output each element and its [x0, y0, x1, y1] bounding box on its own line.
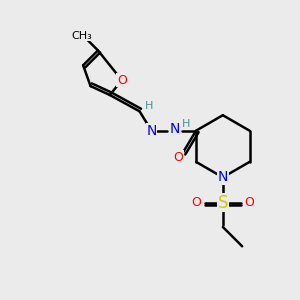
- Text: N: N: [170, 122, 181, 136]
- Text: CH₃: CH₃: [71, 31, 92, 40]
- Text: O: O: [117, 74, 127, 87]
- Text: N: N: [146, 124, 157, 138]
- Text: O: O: [191, 196, 201, 209]
- Text: H: H: [182, 119, 190, 129]
- Text: O: O: [244, 196, 254, 209]
- Text: N: N: [218, 170, 228, 184]
- Text: S: S: [218, 194, 228, 211]
- Text: H: H: [145, 101, 153, 111]
- Text: O: O: [173, 151, 183, 164]
